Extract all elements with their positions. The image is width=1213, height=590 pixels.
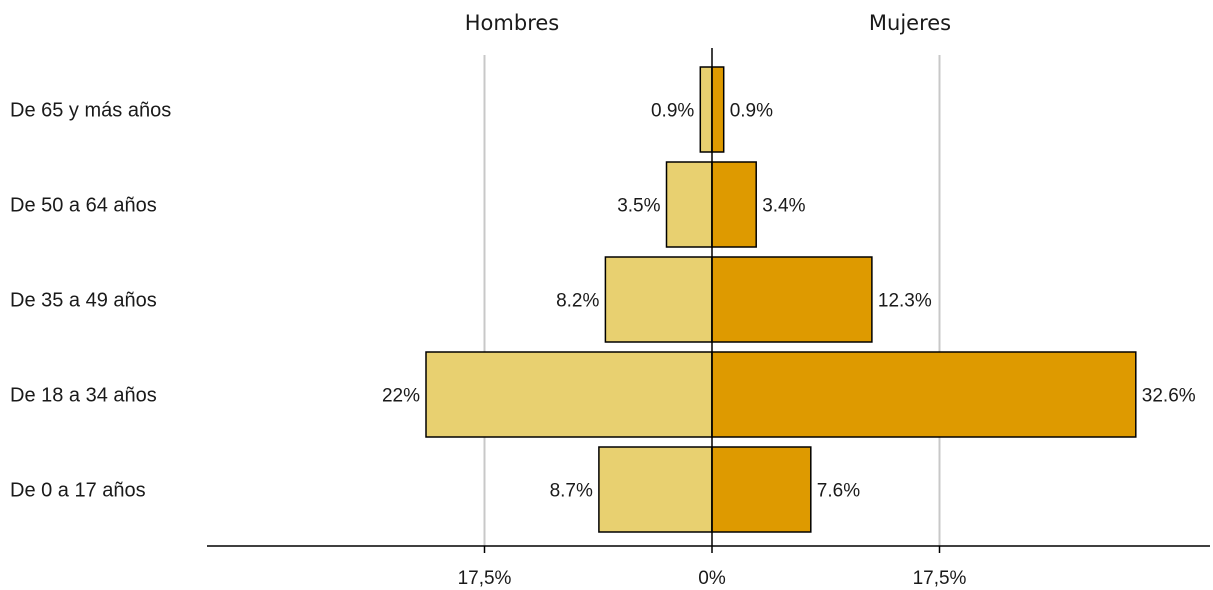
- value-label-hombres-de-50-a-64-anos: 3.5%: [617, 196, 660, 217]
- value-label-mujeres-de-0-a-17-anos: 7.6%: [817, 481, 860, 502]
- bars: [425, 66, 1137, 533]
- gridlines: [483, 55, 941, 546]
- side-titles: Hombres Mujeres: [465, 11, 951, 35]
- value-label-mujeres-de-50-a-64-anos: 3.4%: [762, 196, 805, 217]
- value-label-mujeres-de-35-a-49-anos: 12.3%: [878, 291, 932, 312]
- side-title-mujeres: Mujeres: [869, 11, 951, 35]
- value-label-hombres-de-18-a-34-anos: 22%: [382, 386, 420, 407]
- x-tick-label-2: 17,5%: [913, 568, 967, 589]
- bar-mujeres-de-65-y-mas-anos: [711, 66, 725, 153]
- x-ticks: 17,5% 0% 17,5%: [458, 546, 967, 589]
- category-label-de-65-y-mas-anos: De 65 y más años: [10, 100, 171, 122]
- category-label-de-0-a-17-anos: De 0 a 17 años: [10, 480, 146, 502]
- bar-mujeres-de-18-a-34-anos: [711, 351, 1137, 438]
- bar-hombres-de-0-a-17-anos: [598, 446, 713, 533]
- value-label-hombres-de-0-a-17-anos: 8.7%: [550, 481, 593, 502]
- bar-mujeres-de-0-a-17-anos: [711, 446, 812, 533]
- x-tick-label-0: 17,5%: [458, 568, 512, 589]
- category-label-de-35-a-49-anos: De 35 a 49 años: [10, 290, 157, 312]
- category-label-de-18-a-34-anos: De 18 a 34 años: [10, 385, 157, 407]
- value-label-mujeres-de-65-y-mas-anos: 0.9%: [730, 101, 773, 122]
- bar-mujeres-de-50-a-64-anos: [711, 161, 757, 248]
- bar-hombres-de-18-a-34-anos: [425, 351, 713, 438]
- bar-hombres-de-35-a-49-anos: [604, 256, 713, 343]
- category-labels: De 65 y más años De 50 a 64 años De 35 a 4…: [10, 100, 171, 502]
- x-tick-label-1: 0%: [698, 568, 726, 589]
- value-label-hombres-de-65-y-mas-anos: 0.9%: [651, 101, 694, 122]
- category-label-de-50-a-64-anos: De 50 a 64 años: [10, 195, 157, 217]
- bar-hombres-de-65-y-mas-anos: [699, 66, 713, 153]
- bar-mujeres-de-35-a-49-anos: [711, 256, 873, 343]
- side-title-hombres: Hombres: [465, 11, 559, 35]
- value-label-mujeres-de-18-a-34-anos: 32.6%: [1142, 386, 1196, 407]
- value-labels: 0.9% 0.9% 3.5% 3.4% 8.2% 12.3% 22% 32.6% 8.7% 7.6…: [382, 101, 1196, 502]
- value-label-hombres-de-35-a-49-anos: 8.2%: [556, 291, 599, 312]
- bar-hombres-de-50-a-64-anos: [665, 161, 713, 248]
